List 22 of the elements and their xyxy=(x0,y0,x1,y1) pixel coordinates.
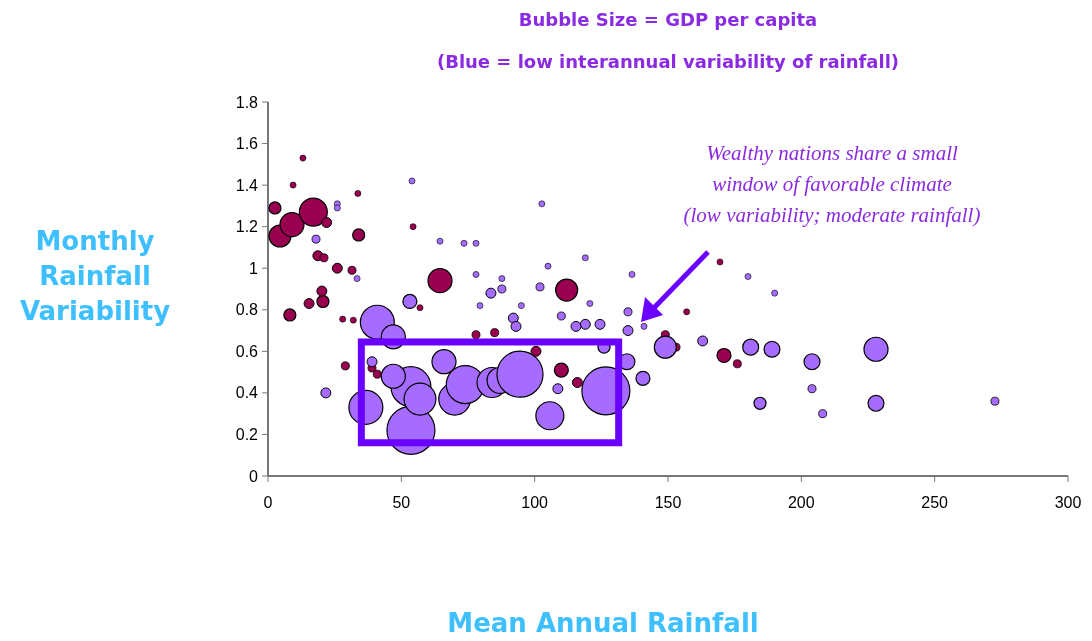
chart-title: Bubble Size = GDP per capita xyxy=(518,9,818,30)
y-tick-label: 0.6 xyxy=(235,342,259,360)
y-tick-label: 0.8 xyxy=(235,301,259,319)
x-tick-label: 250 xyxy=(921,494,949,511)
y-tick-label: 1.6 xyxy=(235,135,259,153)
x-tick-label: 50 xyxy=(392,494,411,511)
y-tick-label: 0.4 xyxy=(235,384,259,402)
x-axis-title: Mean Annual Rainfall xyxy=(447,608,759,638)
y-tick-label: 1.2 xyxy=(235,218,259,236)
x-tick-label: 0 xyxy=(263,494,273,511)
y-tick-label: 1.4 xyxy=(235,176,259,194)
y-tick-label: 0.2 xyxy=(235,426,259,444)
chart-subtitle: (Blue = low interannual variability of rainfall) xyxy=(436,51,900,72)
y-tick-label: 0 xyxy=(249,467,259,485)
y-axis-title: Monthly Rainfall Variability xyxy=(19,226,171,326)
y-tick-label: 1 xyxy=(249,259,259,277)
annotation: Wealthy nations share a small window of favorable climate (low variability; moderate rainfall) xyxy=(683,141,981,227)
y-tick-label: 1.8 xyxy=(235,93,259,111)
x-tick-label: 100 xyxy=(521,494,549,511)
x-tick-label: 150 xyxy=(654,494,682,511)
x-tick-label: 300 xyxy=(1054,494,1082,511)
x-tick-label: 200 xyxy=(787,494,815,511)
